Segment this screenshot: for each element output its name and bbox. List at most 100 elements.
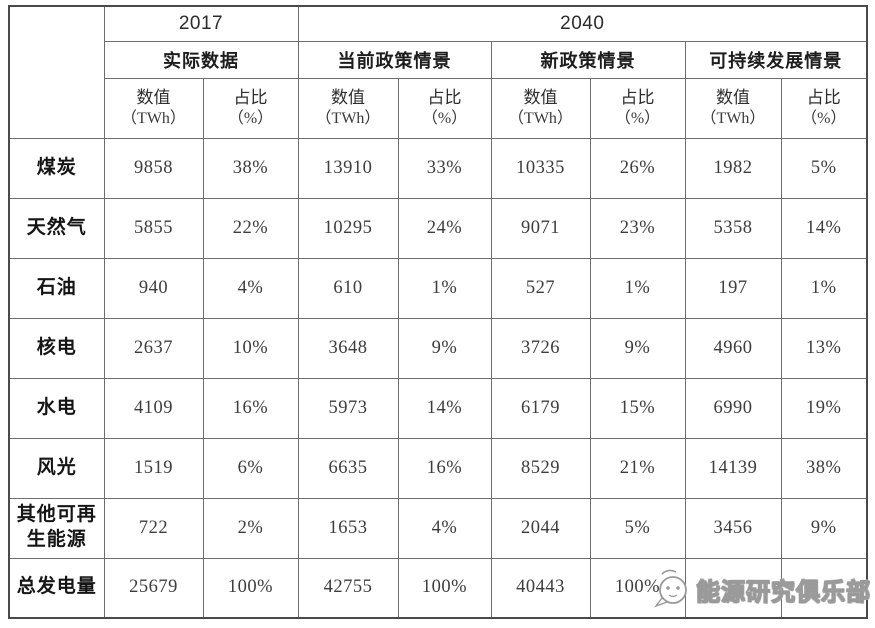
cell-value: 940 — [103, 257, 204, 319]
row-label: 总发电量 — [8, 557, 105, 619]
cell-share: 19% — [780, 377, 868, 439]
metric-header-share-1: 占比 （%） — [202, 77, 299, 139]
cell-value: 4960 — [684, 317, 782, 379]
metric-unit: （TWh） — [508, 109, 573, 127]
cell-share: 9% — [780, 497, 868, 559]
cell-value: 14139 — [684, 437, 782, 499]
row-label: 核电 — [8, 317, 105, 379]
table-row-total-generation: 总发电量 25679 100% 42755 100% 40443 100% — [8, 557, 868, 619]
cell-share: 2% — [202, 497, 299, 559]
cell-share: 22% — [202, 197, 299, 259]
cell-share — [780, 557, 868, 619]
metric-unit: （%） — [421, 109, 468, 127]
cell-value: 6179 — [490, 377, 591, 439]
cell-share: 4% — [397, 497, 492, 559]
cell-value: 5973 — [297, 377, 399, 439]
metric-header-share-4: 占比 （%） — [780, 77, 868, 139]
scenario-header-actual: 实际数据 — [103, 40, 299, 79]
cell-value: 3726 — [490, 317, 591, 379]
metric-label: 占比 — [806, 88, 841, 108]
cell-share: 5% — [780, 137, 868, 199]
cell-value: 10295 — [297, 197, 399, 259]
cell-value: 1982 — [684, 137, 782, 199]
table-row-coal: 煤炭 9858 38% 13910 33% 10335 26% 1982 5% — [8, 137, 868, 199]
row-label: 其他可再生能源 — [8, 497, 105, 559]
cell-share: 100% — [589, 557, 686, 619]
scenario-header-new-policy: 新政策情景 — [490, 40, 686, 79]
cell-value: 40443 — [490, 557, 591, 619]
metric-label: 数值 — [331, 88, 365, 108]
cell-value: 3648 — [297, 317, 399, 379]
row-label: 风光 — [8, 437, 105, 499]
year-header-2017: 2017 — [103, 5, 299, 42]
cell-share: 13% — [780, 317, 868, 379]
metric-unit: （%） — [227, 109, 274, 127]
cell-value — [684, 557, 782, 619]
table-row-nuclear: 核电 2637 10% 3648 9% 3726 9% 4960 13% — [8, 317, 868, 379]
metric-unit: （TWh） — [315, 109, 381, 127]
table-row-natural-gas: 天然气 5855 22% 10295 24% 9071 23% 5358 14% — [8, 197, 868, 259]
scenario-header-sustainable: 可持续发展情景 — [684, 40, 868, 79]
cell-value: 4109 — [103, 377, 204, 439]
table-row-wind-solar: 风光 1519 6% 6635 16% 8529 21% 14139 38% — [8, 437, 868, 499]
metric-unit: （%） — [801, 109, 847, 127]
cell-share: 15% — [589, 377, 686, 439]
cell-share: 14% — [397, 377, 492, 439]
cell-value: 527 — [490, 257, 591, 319]
cell-value: 5358 — [684, 197, 782, 259]
metric-unit: （TWh） — [700, 109, 766, 127]
cell-value: 8529 — [490, 437, 591, 499]
metric-header-value-1: 数值 （TWh） — [103, 77, 204, 139]
cell-value: 13910 — [297, 137, 399, 199]
metric-label: 数值 — [716, 88, 750, 108]
row-label: 水电 — [8, 377, 105, 439]
cell-share: 1% — [397, 257, 492, 319]
row-label: 天然气 — [8, 197, 105, 259]
metric-unit: （TWh） — [121, 109, 186, 127]
cell-share: 6% — [202, 437, 299, 499]
scenario-header-current-policy: 当前政策情景 — [297, 40, 492, 79]
generation-mix-table: 2017 2040 实际数据 当前政策情景 新政策情景 可持续发展情景 数值 （T… — [8, 5, 869, 619]
metric-header-value-3: 数值 （TWh） — [490, 77, 591, 139]
cell-value: 25679 — [103, 557, 204, 619]
metric-label: 数值 — [523, 88, 558, 108]
table-row-hydro: 水电 4109 16% 5973 14% 6179 15% 6990 19% — [8, 377, 868, 439]
metric-header-share-3: 占比 （%） — [589, 77, 686, 139]
cell-share: 24% — [397, 197, 492, 259]
metric-unit: （%） — [614, 109, 661, 127]
table-row-oil: 石油 940 4% 610 1% 527 1% 197 1% — [8, 257, 868, 319]
cell-share: 100% — [397, 557, 492, 619]
cell-share: 9% — [589, 317, 686, 379]
metric-label: 占比 — [233, 88, 268, 108]
cell-value: 610 — [297, 257, 399, 319]
cell-share: 26% — [589, 137, 686, 199]
corner-cell — [8, 5, 105, 139]
cell-share: 100% — [202, 557, 299, 619]
metric-label: 数值 — [136, 88, 171, 108]
cell-value: 1653 — [297, 497, 399, 559]
cell-share: 23% — [589, 197, 686, 259]
metric-label: 占比 — [620, 88, 655, 108]
cell-value: 3456 — [684, 497, 782, 559]
cell-value: 2044 — [490, 497, 591, 559]
cell-share: 10% — [202, 317, 299, 379]
cell-value: 9071 — [490, 197, 591, 259]
cell-value: 42755 — [297, 557, 399, 619]
metric-label: 占比 — [427, 88, 462, 108]
cell-share: 1% — [780, 257, 868, 319]
cell-value: 722 — [103, 497, 204, 559]
cell-share: 14% — [780, 197, 868, 259]
table-row-other-renewables: 其他可再生能源 722 2% 1653 4% 2044 5% 3456 9% — [8, 497, 868, 559]
cell-share: 4% — [202, 257, 299, 319]
cell-share: 38% — [202, 137, 299, 199]
cell-value: 6635 — [297, 437, 399, 499]
metric-header-share-2: 占比 （%） — [397, 77, 492, 139]
cell-value: 10335 — [490, 137, 591, 199]
cell-value: 6990 — [684, 377, 782, 439]
year-header-2040: 2040 — [297, 5, 868, 42]
cell-share: 33% — [397, 137, 492, 199]
cell-share: 16% — [202, 377, 299, 439]
cell-share: 9% — [397, 317, 492, 379]
cell-value: 197 — [684, 257, 782, 319]
